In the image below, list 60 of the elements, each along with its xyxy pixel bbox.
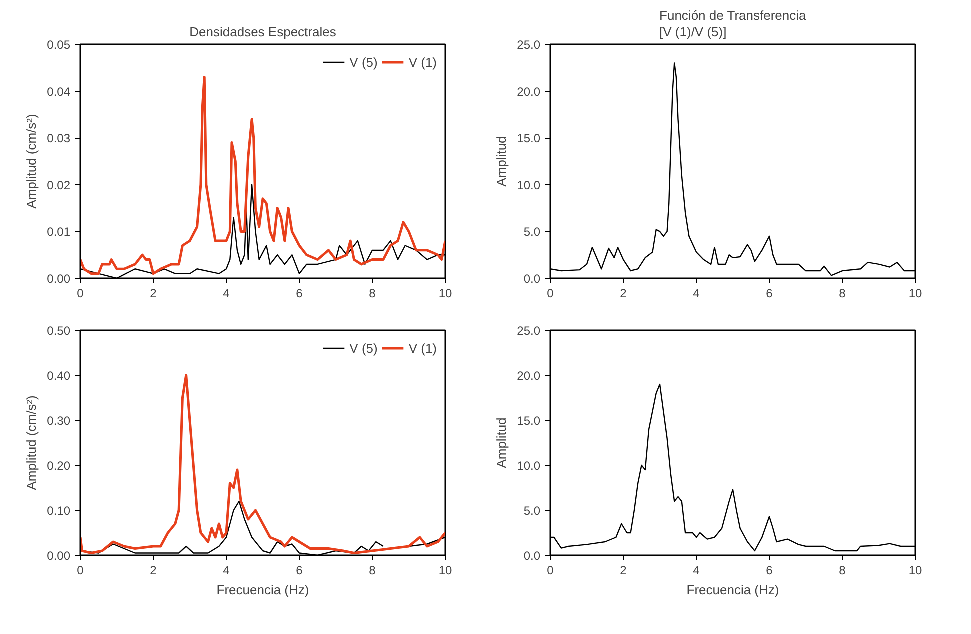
- x-axis-title: Frecuencia (Hz): [686, 582, 780, 598]
- y-tick-label: 25.0: [517, 38, 541, 52]
- y-tick-label: 0.10: [47, 504, 71, 518]
- y-tick-label: 10.0: [517, 178, 541, 192]
- x-tick-label: 6: [766, 564, 774, 578]
- y-tick-label: 0.0: [524, 272, 541, 286]
- y-tick-label: 0.20: [47, 459, 71, 473]
- x-tick-label: 2: [620, 564, 628, 578]
- y-tick-label: 15.0: [517, 414, 541, 428]
- x-tick-label: 6: [766, 286, 774, 300]
- y-tick-label: 10.0: [517, 459, 541, 473]
- y-tick-label: 0.50: [47, 324, 71, 338]
- x-tick-label: 4: [223, 286, 230, 300]
- y-tick-label: 0.02: [47, 178, 71, 192]
- y-tick-label: 5.0: [524, 225, 541, 240]
- x-tick-label: 0: [547, 286, 554, 300]
- x-tick-label: 8: [369, 286, 376, 300]
- y-tick-label: 25.0: [517, 324, 541, 338]
- x-tick-label: 6: [296, 286, 304, 300]
- x-tick-label: 4: [223, 564, 230, 578]
- y-tick-label: 0.0: [524, 549, 541, 563]
- legend-label: V (5): [350, 54, 378, 70]
- y-tick-label: 0.00: [47, 272, 71, 286]
- y-tick-label: 15.0: [517, 132, 541, 146]
- y-tick-label: 5.0: [524, 504, 541, 518]
- x-tick-label: 4: [693, 564, 700, 578]
- y-axis-title: Amplitud (cm/s²): [24, 396, 40, 490]
- y-axis-title: Amplitud: [494, 418, 510, 468]
- x-tick-label: 8: [839, 564, 846, 578]
- legend-label: V (5): [350, 340, 378, 356]
- chart-title: Función de Transferencia [V (1)/V (5)]: [660, 8, 807, 40]
- x-tick-label: 0: [77, 564, 84, 578]
- x-tick-label: 10: [908, 286, 922, 300]
- x-tick-label: 10: [438, 286, 452, 300]
- x-tick-label: 0: [547, 564, 554, 578]
- x-tick-label: 4: [693, 286, 700, 300]
- y-tick-label: 0.00: [47, 549, 71, 563]
- chart-title: Densidadses Espectrales: [190, 24, 337, 40]
- x-tick-label: 2: [150, 286, 158, 300]
- x-tick-label: 2: [620, 286, 628, 300]
- x-axis-title: Frecuencia (Hz): [216, 582, 310, 598]
- y-tick-label: 0.03: [47, 132, 71, 146]
- x-tick-label: 10: [908, 564, 922, 578]
- y-axis-title: Amplitud: [494, 136, 510, 187]
- x-tick-label: 8: [839, 286, 846, 300]
- y-tick-label: 0.30: [47, 414, 71, 428]
- x-tick-label: 6: [296, 564, 304, 578]
- legend-label: V (1): [408, 340, 437, 356]
- x-tick-label: 0: [77, 286, 84, 300]
- y-axis-title: Amplitud (cm/s²): [24, 114, 40, 209]
- x-tick-label: 2: [150, 564, 158, 578]
- y-tick-label: 0.40: [47, 369, 71, 383]
- y-tick-label: 0.05: [47, 38, 71, 52]
- y-tick-label: 20.0: [517, 369, 541, 383]
- x-tick-label: 10: [438, 564, 452, 578]
- y-tick-label: 0.04: [47, 84, 71, 99]
- y-tick-label: 0.01: [47, 225, 71, 240]
- legend-label: V (1): [408, 54, 437, 70]
- y-tick-label: 20.0: [517, 84, 541, 99]
- x-tick-label: 8: [369, 564, 376, 578]
